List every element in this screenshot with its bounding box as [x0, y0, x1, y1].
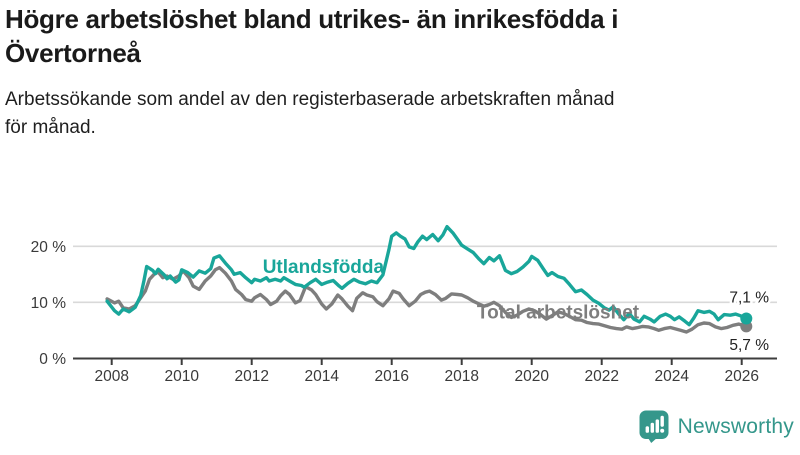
y-axis-tick-label: 0 % — [39, 351, 66, 368]
x-axis-tick-label: 2020 — [514, 368, 549, 385]
newsworthy-logo-text: Newsworthy — [677, 414, 794, 438]
subtitle-line-2: för månad. — [5, 117, 96, 138]
newsworthy-logo[interactable]: Newsworthy — [639, 410, 794, 443]
title-line-1: Högre arbetslöshet bland utrikes- än inr… — [5, 4, 619, 34]
x-axis-tick-label: 2010 — [164, 368, 199, 385]
x-axis-tick-label: 2026 — [724, 368, 758, 385]
x-axis-tick-label: 2008 — [94, 368, 128, 385]
x-axis-tick-label: 2014 — [304, 368, 339, 385]
series-inline-label: Total arbetslöshet — [477, 302, 640, 323]
newsworthy-logo-icon — [639, 410, 669, 443]
x-axis-tick-label: 2016 — [374, 368, 408, 385]
x-axis-tick-label: 2022 — [584, 368, 618, 385]
subtitle-line-1: Arbetssökande som andel av den registerb… — [5, 89, 615, 110]
series-inline-label: Utlandsfödda — [263, 257, 385, 278]
page-title: Högre arbetslöshet bland utrikes- än inr… — [5, 2, 787, 70]
chart-header: Högre arbetslöshet bland utrikes- än inr… — [5, 2, 787, 142]
series-line-total-arbetsl-shet — [105, 265, 748, 334]
series-end-value-label: 5,7 % — [729, 337, 769, 354]
y-axis-tick-label: 20 % — [31, 239, 67, 256]
x-axis-tick-label: 2018 — [444, 368, 478, 385]
series-line-utlandsf-dda — [105, 225, 748, 327]
series-end-dot — [740, 312, 753, 325]
series-end-value-label: 7,1 % — [729, 290, 769, 307]
x-axis-tick-label: 2012 — [234, 368, 268, 385]
y-axis-tick-label: 10 % — [31, 295, 67, 312]
chart-subtitle: Arbetssökande som andel av den registerb… — [5, 86, 787, 142]
x-axis-tick-label: 2024 — [654, 368, 689, 385]
title-line-2: Övertorneå — [5, 38, 141, 68]
